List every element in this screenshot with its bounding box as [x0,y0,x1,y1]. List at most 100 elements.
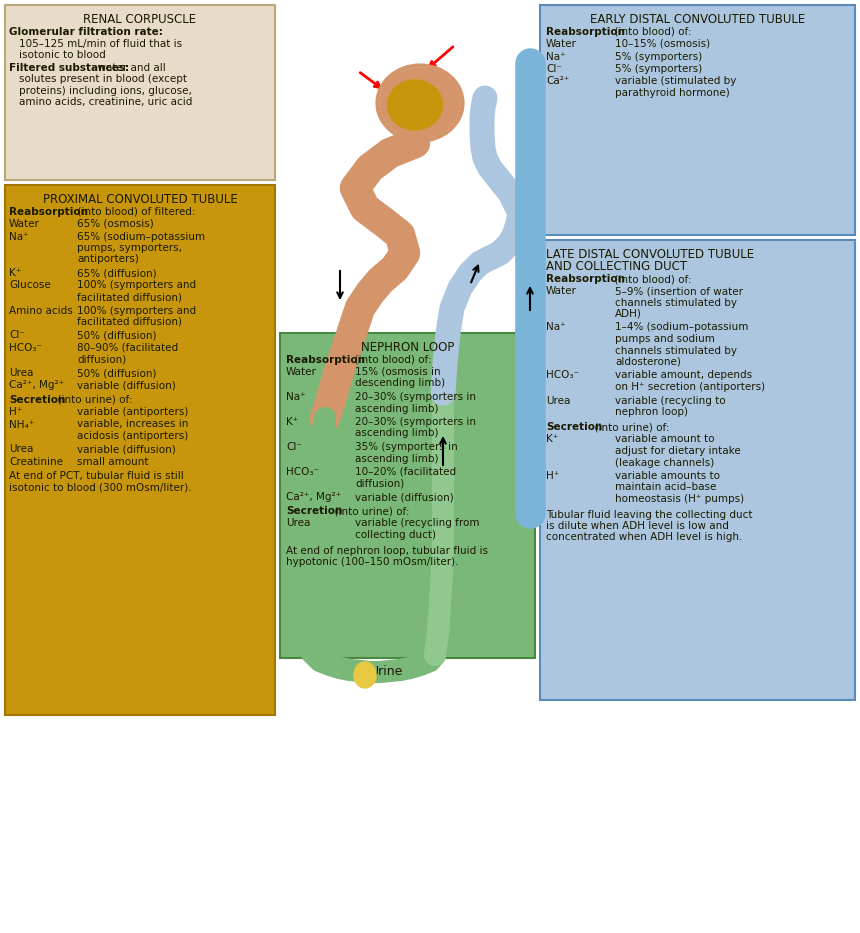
Text: 80–90% (facilitated: 80–90% (facilitated [77,343,178,353]
Text: AND COLLECTING DUCT: AND COLLECTING DUCT [546,260,687,273]
Text: Na⁺: Na⁺ [286,392,305,402]
Text: pumps, symporters,: pumps, symporters, [77,243,182,253]
Text: H⁺: H⁺ [9,407,22,417]
FancyBboxPatch shape [280,333,535,658]
Text: variable amount, depends: variable amount, depends [615,370,752,381]
Text: HCO₃⁻: HCO₃⁻ [286,467,319,477]
Text: variable (diffusion): variable (diffusion) [77,381,175,391]
Text: 65% (diffusion): 65% (diffusion) [77,268,157,278]
Text: variable, increases in: variable, increases in [77,420,188,429]
Text: variable (stimulated by: variable (stimulated by [615,77,736,87]
Text: HCO₃⁻: HCO₃⁻ [9,343,42,353]
Text: Creatinine: Creatinine [9,457,63,467]
Text: proteins) including ions, glucose,: proteins) including ions, glucose, [19,86,192,96]
Text: Ca²⁺, Mg²⁺: Ca²⁺, Mg²⁺ [286,492,341,502]
FancyBboxPatch shape [5,185,275,715]
Text: (into urine) of:: (into urine) of: [328,507,409,517]
Text: 20–30% (symporters in: 20–30% (symporters in [355,417,476,427]
Text: (into blood) of filtered:: (into blood) of filtered: [71,207,195,217]
Text: variable (diffusion): variable (diffusion) [355,492,454,502]
Text: NH₄⁺: NH₄⁺ [9,420,34,429]
Text: maintain acid–base: maintain acid–base [615,482,716,493]
Text: Urea: Urea [9,444,34,454]
Text: K⁺: K⁺ [9,268,22,278]
Text: (into blood) of:: (into blood) of: [608,27,691,37]
Text: K⁺: K⁺ [286,417,298,427]
Ellipse shape [354,662,376,688]
Text: isotonic to blood (300 mOsm/liter).: isotonic to blood (300 mOsm/liter). [9,483,192,493]
Text: adjust for dietary intake: adjust for dietary intake [615,446,740,456]
Text: Secretion: Secretion [286,507,342,517]
Text: Secretion: Secretion [546,423,602,433]
Text: ascending limb): ascending limb) [355,403,439,413]
Text: 65% (sodium–potassium: 65% (sodium–potassium [77,231,206,242]
Text: NEPHRON LOOP: NEPHRON LOOP [361,341,454,354]
Text: 5% (symporters): 5% (symporters) [615,64,703,74]
FancyBboxPatch shape [5,5,275,180]
Text: on H⁺ secretion (antiporters): on H⁺ secretion (antiporters) [615,382,765,392]
Text: Cl⁻: Cl⁻ [286,442,302,452]
Text: K⁺: K⁺ [546,435,558,444]
Text: Water: Water [546,39,577,49]
Text: 105–125 mL/min of fluid that is: 105–125 mL/min of fluid that is [19,38,182,49]
Text: Urea: Urea [546,396,570,406]
Text: Water: Water [546,286,577,296]
Text: Na⁺: Na⁺ [546,51,566,62]
Text: Urea: Urea [9,368,34,378]
Text: ascending limb): ascending limb) [355,428,439,439]
Text: Reabsorption: Reabsorption [546,27,625,37]
Text: Reabsorption: Reabsorption [9,207,88,217]
Text: 15% (osmosis in: 15% (osmosis in [355,367,440,377]
Text: 65% (osmosis): 65% (osmosis) [77,219,154,229]
FancyBboxPatch shape [540,5,855,235]
Text: 35% (symporters in: 35% (symporters in [355,442,458,452]
Text: (into urine) of:: (into urine) of: [51,395,132,405]
Text: 50% (diffusion): 50% (diffusion) [77,330,157,341]
Text: At end of PCT, tubular fluid is still: At end of PCT, tubular fluid is still [9,471,184,481]
Text: variable (recycling from: variable (recycling from [355,519,480,528]
Text: variable amount to: variable amount to [615,435,715,444]
Text: collecting duct): collecting duct) [355,530,436,540]
Text: Na⁺: Na⁺ [546,323,566,332]
Text: 5% (symporters): 5% (symporters) [615,51,703,62]
Text: 50% (diffusion): 50% (diffusion) [77,368,157,378]
Text: acidosis (antiporters): acidosis (antiporters) [77,431,188,441]
Text: variable (recycling to: variable (recycling to [615,396,726,406]
FancyBboxPatch shape [540,240,855,700]
Text: 5–9% (insertion of water: 5–9% (insertion of water [615,286,743,296]
Text: 20–30% (symporters in: 20–30% (symporters in [355,392,476,402]
Text: H⁺: H⁺ [546,471,559,481]
Text: (into blood) of:: (into blood) of: [608,274,691,284]
Text: (leakage channels): (leakage channels) [615,457,715,467]
Text: ADH): ADH) [615,309,642,319]
Text: isotonic to blood: isotonic to blood [19,50,106,60]
Text: PROXIMAL CONVOLUTED TUBULE: PROXIMAL CONVOLUTED TUBULE [43,193,237,206]
Text: diffusion): diffusion) [77,355,126,365]
Text: channels stimulated by: channels stimulated by [615,298,737,308]
Text: Tubular fluid leaving the collecting duct: Tubular fluid leaving the collecting duc… [546,509,752,520]
Text: 100% (symporters and: 100% (symporters and [77,281,196,290]
Text: Ca²⁺, Mg²⁺: Ca²⁺, Mg²⁺ [9,381,64,391]
Text: homeostasis (H⁺ pumps): homeostasis (H⁺ pumps) [615,494,744,504]
Text: concentrated when ADH level is high.: concentrated when ADH level is high. [546,533,742,542]
Text: Glucose: Glucose [9,281,51,290]
Text: antiporters): antiporters) [77,255,138,264]
Text: 1–4% (sodium–potassium: 1–4% (sodium–potassium [615,323,748,332]
Text: variable (diffusion): variable (diffusion) [77,444,175,454]
Text: small amount: small amount [77,457,149,467]
Text: At end of nephron loop, tubular fluid is: At end of nephron loop, tubular fluid is [286,546,488,555]
Text: variable (antiporters): variable (antiporters) [77,407,188,417]
Text: facilitated diffusion): facilitated diffusion) [77,317,182,327]
Text: Urea: Urea [286,519,310,528]
Text: Cl⁻: Cl⁻ [9,330,25,341]
Text: hypotonic (100–150 mOsm/liter).: hypotonic (100–150 mOsm/liter). [286,557,458,567]
Text: ascending limb): ascending limb) [355,453,439,464]
Text: amino acids, creatinine, uric acid: amino acids, creatinine, uric acid [19,98,193,107]
Text: 10–20% (facilitated: 10–20% (facilitated [355,467,456,477]
Text: parathyroid hormone): parathyroid hormone) [615,88,730,98]
Text: facilitated diffusion): facilitated diffusion) [77,292,182,302]
Text: pumps and sodium: pumps and sodium [615,334,715,344]
Text: nephron loop): nephron loop) [615,407,688,417]
Text: Reabsorption: Reabsorption [546,274,625,284]
Text: aldosterone): aldosterone) [615,357,681,367]
